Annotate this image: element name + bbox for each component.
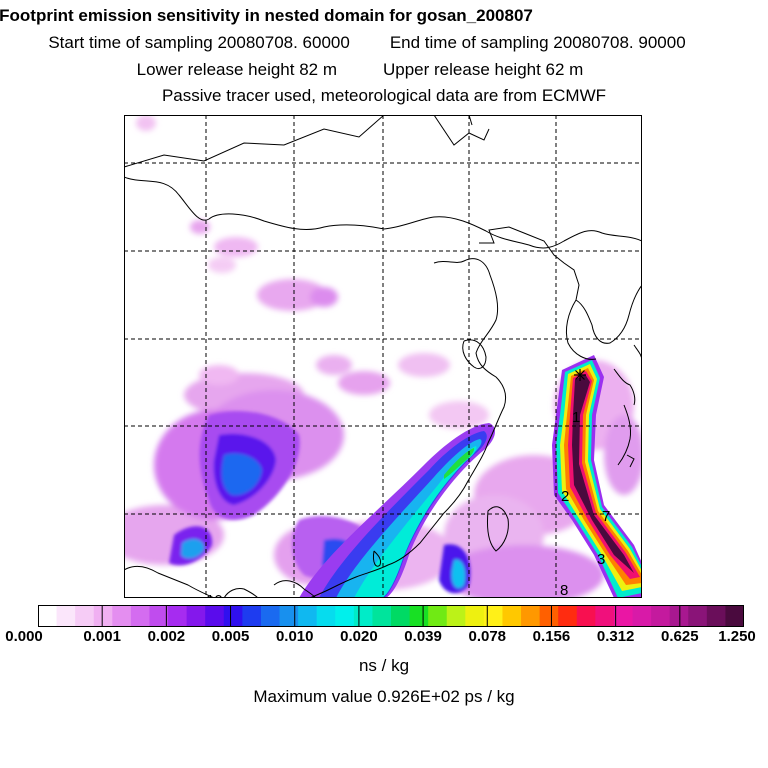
colorbar-swatch (725, 605, 744, 627)
footprint-map: 1 2 7 3 8 10 (124, 115, 642, 598)
colorbar-swatch (149, 605, 169, 627)
colorbar-tick-label: 0.001 (83, 628, 121, 645)
colorbar-tick-label: 0.078 (468, 628, 507, 645)
colorbar-swatch (483, 605, 503, 627)
footprint-trajectory (552, 355, 642, 598)
coastlines (124, 115, 642, 598)
colorbar-swatch (316, 605, 336, 627)
colorbar-swatch (186, 605, 206, 627)
colorbar-swatch (558, 605, 578, 627)
colorbar-border (38, 605, 744, 627)
colorbar-swatch (279, 605, 299, 627)
graticule (124, 115, 642, 598)
colorbar-swatch (223, 605, 243, 627)
colorbar-swatch (651, 605, 671, 627)
colorbar-swatch (502, 605, 522, 627)
colorbar-swatch (56, 605, 76, 627)
trajectory-label: 1 (572, 409, 580, 426)
colorbar-swatch (576, 605, 596, 627)
start-time-label: Start time of sampling 20080708. 60000 (48, 33, 350, 52)
colorbar-tick-label: 0.002 (147, 628, 186, 645)
colorbar (38, 605, 744, 627)
colorbar-tick-label: 0.156 (532, 628, 571, 645)
colorbar-swatch (409, 605, 429, 627)
colorbar-swatch (446, 605, 466, 627)
colorbar-swatch (93, 605, 113, 627)
sampling-times: Start time of sampling 20080708. 60000 En… (0, 33, 751, 53)
colorbar-swatch (298, 605, 318, 627)
colorbar-swatch (391, 605, 411, 627)
colorbar-swatch (130, 605, 150, 627)
end-time-label: End time of sampling 20080708. 90000 (389, 33, 686, 52)
colorbar-swatch (595, 605, 615, 627)
colorbar-swatch (372, 605, 392, 627)
colorbar-swatch (75, 605, 95, 627)
colorbar-swatch (112, 605, 132, 627)
colorbar-swatch (205, 605, 225, 627)
asterisk-icon (574, 369, 586, 381)
tracer-note: Passive tracer used, meteorological data… (161, 86, 607, 105)
colorbar-tick-label: 0.625 (661, 628, 699, 645)
colorbar-swatch (706, 605, 726, 627)
colorbar-tick-label: 1.250 (718, 628, 756, 645)
colorbar-swatch (539, 605, 559, 627)
trajectory-label: 2 (561, 488, 569, 505)
trajectory-label: 8 (560, 582, 568, 598)
colorbar-tick-label: 0.005 (211, 628, 250, 645)
colorbar-tick-label: 0.039 (404, 628, 442, 645)
colorbar-swatch (521, 605, 541, 627)
trajectory-label: 3 (597, 551, 605, 568)
colorbar-swatch (168, 605, 188, 627)
colorbar-swatch (38, 605, 58, 627)
trajectory-label: 7 (602, 508, 610, 525)
colorbar-swatch (613, 605, 634, 627)
colorbar-swatch (242, 605, 262, 627)
trajectory-label: 10 (206, 592, 223, 598)
colorbar-swatch (260, 605, 281, 627)
colorbar-tick-label: 0.020 (340, 628, 378, 645)
colorbar-swatch (353, 605, 373, 627)
colorbar-swatch (669, 605, 689, 627)
colorbar-tick-label: 0.000 (5, 628, 43, 645)
footprint-plume (299, 423, 496, 598)
colorbar-unit: ns / kg (358, 656, 410, 675)
colorbar-swatch (428, 605, 448, 627)
colorbar-swatch (688, 605, 708, 627)
colorbar-swatch (335, 605, 355, 627)
lower-release-label: Lower release height 82 m (136, 60, 337, 79)
colorbar-tick-label: 0.312 (596, 628, 635, 645)
colorbar-swatch (632, 605, 652, 627)
upper-release-label: Upper release height 62 m (383, 60, 584, 79)
plot-title: Footprint emission sensitivity in nested… (0, 6, 533, 25)
colorbar-swatch (465, 605, 485, 627)
release-heights: Lower release height 82 m Upper release h… (0, 60, 744, 80)
maximum-value: Maximum value 0.926E+02 ps / kg (253, 687, 515, 706)
colorbar-tick-label: 0.010 (275, 628, 314, 645)
